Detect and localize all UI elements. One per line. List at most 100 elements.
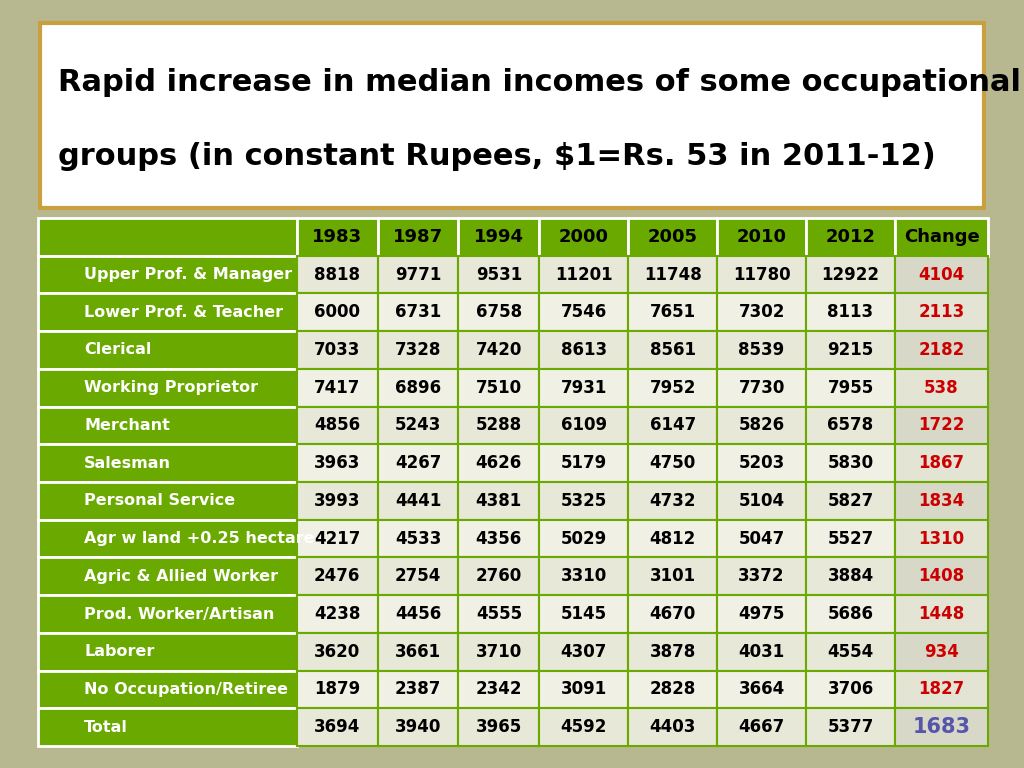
Bar	[628, 293, 717, 331]
Text: 1722: 1722	[919, 416, 965, 435]
Text: Agric & Allied Worker: Agric & Allied Worker	[84, 569, 279, 584]
Bar	[628, 670, 717, 708]
Text: 9531: 9531	[476, 266, 522, 283]
Bar	[38, 406, 297, 444]
Bar	[378, 444, 459, 482]
Text: 2182: 2182	[919, 341, 965, 359]
Text: No Occupation/Retiree: No Occupation/Retiree	[84, 682, 288, 697]
Bar	[895, 293, 988, 331]
Bar	[540, 595, 628, 633]
Bar	[806, 558, 895, 595]
Text: 4554: 4554	[827, 643, 873, 660]
Bar	[717, 520, 806, 558]
Text: 3091: 3091	[560, 680, 607, 698]
Text: Lower Prof. & Teacher: Lower Prof. & Teacher	[84, 305, 283, 319]
Text: 9771: 9771	[395, 266, 441, 283]
Text: 4381: 4381	[476, 492, 522, 510]
Bar	[297, 218, 378, 256]
Text: 5104: 5104	[738, 492, 784, 510]
Text: 5377: 5377	[827, 718, 873, 737]
Text: 4267: 4267	[395, 454, 441, 472]
Bar	[540, 708, 628, 746]
Text: 8561: 8561	[649, 341, 695, 359]
Text: 934: 934	[924, 643, 958, 660]
Bar	[38, 369, 297, 406]
Bar	[895, 708, 988, 746]
Bar	[540, 444, 628, 482]
Text: 7931: 7931	[560, 379, 607, 397]
Bar	[540, 406, 628, 444]
Bar	[895, 406, 988, 444]
Text: 4667: 4667	[738, 718, 784, 737]
Bar	[628, 558, 717, 595]
Bar	[806, 520, 895, 558]
Bar	[38, 256, 297, 293]
Text: 1448: 1448	[919, 605, 965, 623]
Bar	[459, 293, 540, 331]
Text: 3661: 3661	[395, 643, 441, 660]
Text: 2387: 2387	[395, 680, 441, 698]
Text: 4626: 4626	[476, 454, 522, 472]
Text: 4031: 4031	[738, 643, 784, 660]
Text: Clerical: Clerical	[84, 343, 152, 357]
Bar	[717, 670, 806, 708]
Text: 7328: 7328	[395, 341, 441, 359]
Bar	[895, 595, 988, 633]
Text: 3310: 3310	[560, 568, 607, 585]
Bar	[38, 293, 297, 331]
Bar	[540, 218, 628, 256]
Bar	[895, 331, 988, 369]
Text: 4555: 4555	[476, 605, 522, 623]
Text: 6109: 6109	[561, 416, 607, 435]
Text: 1827: 1827	[919, 680, 965, 698]
Text: 7952: 7952	[649, 379, 696, 397]
Text: 7546: 7546	[560, 303, 607, 321]
Text: 4750: 4750	[649, 454, 695, 472]
Text: 11201: 11201	[555, 266, 612, 283]
Text: 4732: 4732	[649, 492, 696, 510]
Bar	[297, 708, 378, 746]
Bar	[297, 520, 378, 558]
Text: Upper Prof. & Manager: Upper Prof. & Manager	[84, 267, 292, 282]
Bar	[378, 331, 459, 369]
Bar	[38, 444, 297, 482]
Bar	[378, 595, 459, 633]
Text: 5029: 5029	[560, 530, 607, 548]
Text: 1408: 1408	[919, 568, 965, 585]
Bar	[38, 520, 297, 558]
Bar	[459, 670, 540, 708]
Text: 4533: 4533	[395, 530, 441, 548]
Bar	[40, 23, 984, 208]
Bar	[38, 633, 297, 670]
Text: 1983: 1983	[312, 228, 362, 246]
Bar	[459, 520, 540, 558]
Bar	[628, 482, 717, 520]
Text: 538: 538	[925, 379, 958, 397]
Text: 3965: 3965	[476, 718, 522, 737]
Text: 7730: 7730	[738, 379, 784, 397]
Bar	[297, 670, 378, 708]
Text: 5686: 5686	[827, 605, 873, 623]
Bar	[459, 406, 540, 444]
Bar	[806, 633, 895, 670]
Bar	[806, 708, 895, 746]
Text: 4856: 4856	[314, 416, 360, 435]
Bar	[895, 670, 988, 708]
Bar	[717, 218, 806, 256]
Bar	[297, 406, 378, 444]
Text: 4441: 4441	[395, 492, 441, 510]
Text: 2010: 2010	[736, 228, 786, 246]
Bar	[628, 256, 717, 293]
Bar	[717, 256, 806, 293]
Bar	[895, 633, 988, 670]
Bar	[806, 293, 895, 331]
Bar	[895, 369, 988, 406]
Text: 4238: 4238	[314, 605, 360, 623]
Text: Merchant: Merchant	[84, 418, 170, 433]
Text: 6578: 6578	[827, 416, 873, 435]
Text: 2828: 2828	[649, 680, 695, 698]
Text: 2342: 2342	[475, 680, 522, 698]
Bar	[895, 256, 988, 293]
Bar	[628, 444, 717, 482]
Bar	[38, 670, 297, 708]
